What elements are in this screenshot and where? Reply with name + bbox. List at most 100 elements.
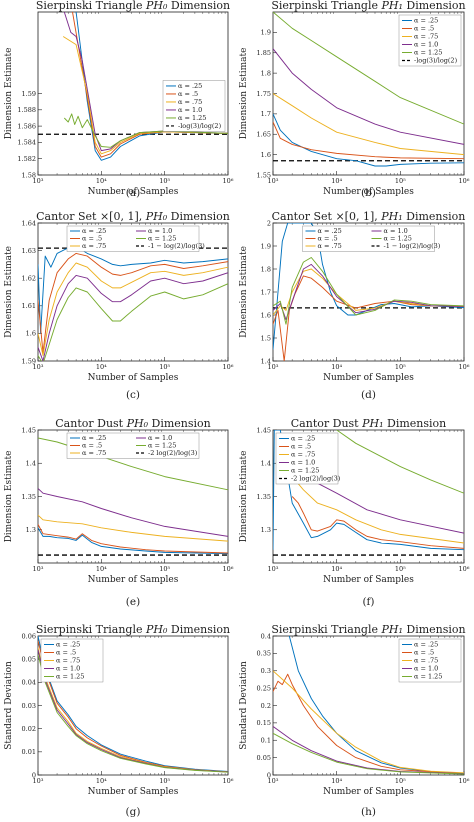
- x-tick-label: 10⁵: [159, 777, 170, 785]
- y-tick-label: 0: [267, 771, 271, 779]
- y-tick-label: 1.9: [261, 29, 271, 37]
- x-tick-label: 10⁶: [223, 777, 234, 785]
- legend-box: [66, 432, 200, 459]
- legend-box: [66, 225, 200, 252]
- legend-entry: α = 1.25: [291, 467, 319, 475]
- x-tick-label: 10³: [33, 177, 44, 185]
- legend-entry: -2 log(2)/log(3): [148, 449, 198, 457]
- legend-entry: α = 1.0: [148, 434, 172, 442]
- y-tick-label: 0.04: [22, 679, 36, 687]
- legend-entry: α = 1.0: [414, 41, 438, 49]
- legend-entry: α = .5: [414, 25, 434, 33]
- y-tick-label: 1.55: [257, 171, 271, 179]
- series-line-1: [38, 246, 228, 334]
- y-tick-label: 1.45: [257, 426, 271, 434]
- legend: α = .25 α = 1.0 α = .5 α = 1.25 α = .75 -1 − …: [66, 225, 205, 252]
- legend-entry: α = .25: [414, 641, 438, 649]
- y-tick-label: 1.7: [261, 288, 271, 296]
- x-tick-label: 10⁵: [159, 177, 170, 185]
- y-tick-label: 0: [32, 771, 36, 779]
- x-axis-label: Number of Samples: [323, 575, 414, 585]
- panel-a: Sierpinski Triangle PH₀ Dimension 10³ 10⁴ 1…: [4, 0, 234, 199]
- legend-entry: α = 1.0: [414, 665, 438, 673]
- x-tick-label: 10⁴: [96, 565, 107, 573]
- legend-entry: α = .75: [414, 657, 438, 665]
- series-line-3: [273, 670, 464, 774]
- x-tick-label: 10³: [268, 777, 279, 785]
- y-tick-label: 1.59: [22, 357, 36, 365]
- x-tick-label: 10³: [268, 565, 279, 573]
- chart-title: Sierpinski Triangle PH₀ Dimension: [36, 623, 230, 636]
- plot-area: [273, 636, 464, 775]
- legend-entry: α = .5: [82, 442, 102, 450]
- series-line-1: [75, 12, 228, 161]
- y-tick-label: 0.3: [261, 667, 271, 675]
- x-tick-label: 10⁶: [223, 363, 234, 371]
- legend-entry: -2 log(2)/log(3): [291, 475, 341, 483]
- y-tick-label: 2: [267, 219, 271, 227]
- y-tick-label: 0.25: [257, 684, 271, 692]
- legend-entry: α = 1.0: [291, 459, 315, 467]
- x-axis-label: Number of Samples: [323, 787, 414, 797]
- plot-area: [38, 12, 228, 161]
- legend-entry: α = .75: [291, 451, 315, 459]
- x-axis-label: Number of Samples: [323, 187, 414, 197]
- panel-f: Cantor Dust PH₁ Dimension 10³ 10⁴ 10⁵ 10⁶ 1.3…: [239, 417, 470, 608]
- series-line-4: [38, 272, 228, 361]
- legend-entry: α = .25: [56, 641, 80, 649]
- y-tick-label: 1.6: [261, 311, 271, 319]
- y-tick-label: 0.05: [257, 754, 271, 762]
- y-tick-label: 1.59: [22, 90, 36, 98]
- y-tick-label: 1.582: [17, 155, 36, 163]
- panel-g: Sierpinski Triangle PH₀ Dimension 10³ 10⁴ 1…: [4, 623, 234, 818]
- chart-title: Cantor Dust PH₁ Dimension: [291, 417, 446, 430]
- series-line-5: [273, 12, 464, 125]
- y-tick-label: 1.75: [257, 90, 271, 98]
- y-axis-label: Dimension Estimate: [4, 451, 14, 543]
- legend-entry: α = .75: [414, 33, 438, 41]
- legend-entry: α = 1.25: [414, 673, 442, 681]
- y-tick-label: 1.3: [261, 526, 271, 534]
- y-tick-label: 1.61: [22, 302, 36, 310]
- series-line-2: [273, 275, 464, 361]
- x-tick-label: 10⁵: [395, 565, 406, 573]
- x-tick-label: 10⁵: [395, 363, 406, 371]
- x-tick-label: 10⁴: [331, 777, 342, 785]
- legend-entry: -1 − log(2)/log(3): [148, 242, 205, 250]
- series-line-2: [38, 524, 228, 554]
- plot-area: [38, 636, 228, 773]
- series-line-2: [291, 496, 464, 549]
- y-tick-label: 0.35: [257, 650, 271, 658]
- y-tick-label: 1.8: [261, 69, 271, 77]
- legend-box: [302, 225, 435, 252]
- x-tick-label: 10³: [33, 777, 44, 785]
- panel-caption: (d): [361, 389, 376, 401]
- series-line-5: [38, 654, 228, 773]
- y-axis-label: Dimension Estimate: [4, 48, 14, 140]
- y-tick-label: 1.58: [22, 171, 36, 179]
- series-line-5: [336, 430, 464, 494]
- chart-title: Cantor Set ×[0, 1], PH₀ Dimension: [36, 210, 230, 223]
- panel-b: Sierpinski Triangle PH₁ Dimension 10³ 10⁴ 1…: [239, 0, 470, 199]
- panel-caption: (c): [126, 389, 140, 401]
- plot-area: [273, 430, 464, 556]
- panel-caption: (b): [361, 187, 376, 199]
- legend-entry: α = 1.25: [178, 114, 206, 122]
- series-line-5: [273, 257, 464, 325]
- y-tick-label: 1.586: [17, 122, 36, 130]
- legend-entry: α = .75: [178, 98, 202, 106]
- x-tick-label: 10⁴: [96, 777, 107, 785]
- y-tick-label: 0.1: [261, 737, 271, 745]
- x-axis-label: Number of Samples: [88, 787, 179, 797]
- series-line-4: [273, 263, 464, 321]
- x-tick-label: 10⁴: [331, 565, 342, 573]
- y-tick-label: 1.45: [22, 426, 36, 434]
- series-line-3: [273, 93, 464, 156]
- legend-box: [162, 80, 226, 132]
- y-tick-label: 0.4: [261, 632, 271, 640]
- y-axis-label: Dimension Estimate: [239, 451, 249, 543]
- legend-entry: α = .25: [291, 435, 315, 443]
- legend-entry: α = 1.0: [148, 227, 172, 235]
- series-line-4: [273, 48, 464, 145]
